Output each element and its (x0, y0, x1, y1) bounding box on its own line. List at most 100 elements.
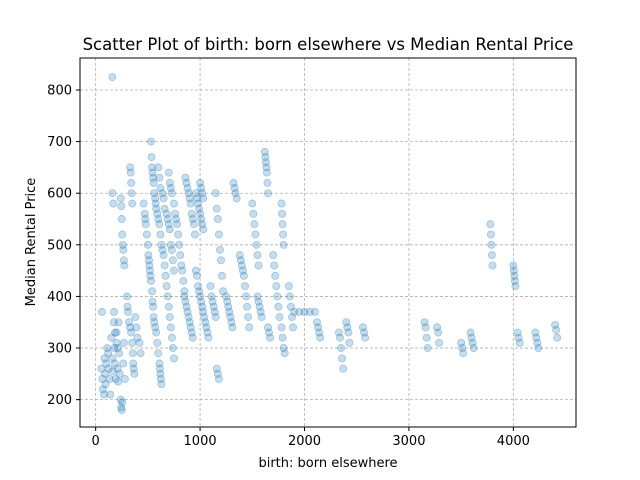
data-point (117, 403, 126, 412)
data-point (266, 333, 275, 342)
data-point (157, 380, 166, 389)
data-point (97, 307, 106, 316)
data-point (108, 189, 117, 198)
data-point (280, 349, 289, 358)
data-point (136, 349, 145, 358)
data-point (212, 364, 221, 373)
data-point (511, 282, 520, 291)
data-point (167, 333, 176, 342)
data-point (120, 375, 129, 384)
data-point (253, 251, 262, 260)
data-point (165, 178, 174, 187)
data-point (487, 251, 496, 260)
data-point (423, 344, 432, 353)
data-point (228, 323, 237, 332)
data-point (215, 245, 224, 254)
x-tick-label: 4000 (497, 434, 530, 449)
data-point (98, 375, 107, 384)
data-point (163, 292, 172, 301)
data-point (222, 292, 231, 301)
data-point (420, 318, 429, 327)
data-point (422, 333, 431, 342)
data-point (182, 178, 191, 187)
data-point (487, 240, 496, 249)
data-point (193, 282, 202, 291)
data-point (278, 333, 287, 342)
data-point (118, 398, 127, 407)
data-point (187, 209, 196, 218)
data-point (180, 287, 189, 296)
data-point (199, 225, 208, 234)
data-point (192, 194, 201, 203)
data-point (230, 184, 239, 193)
data-point (249, 209, 258, 218)
data-point (145, 261, 154, 270)
data-point (254, 261, 263, 270)
data-point (114, 318, 123, 327)
data-point (468, 338, 477, 347)
data-point (131, 313, 140, 322)
data-point (510, 271, 519, 280)
data-point (192, 271, 201, 280)
data-point (118, 230, 127, 239)
data-point (117, 202, 126, 211)
data-point (150, 189, 159, 198)
data-point (174, 230, 183, 239)
data-point (262, 163, 271, 172)
data-point (202, 323, 211, 332)
data-point (108, 73, 117, 82)
data-point (243, 302, 252, 311)
data-point (236, 256, 245, 265)
data-point (143, 240, 152, 249)
data-point (315, 328, 324, 337)
data-point (120, 261, 129, 270)
data-point (260, 147, 269, 156)
data-point (244, 313, 253, 322)
data-point (486, 220, 495, 229)
data-point (190, 230, 199, 239)
data-point (300, 307, 309, 316)
data-point (119, 359, 128, 368)
data-point (115, 349, 124, 358)
data-point (102, 359, 111, 368)
data-point (552, 325, 561, 334)
data-point (149, 313, 158, 322)
y-tick-label: 200 (47, 393, 72, 408)
data-point (284, 282, 293, 291)
data-point (129, 359, 138, 368)
data-point (210, 307, 219, 316)
data-point (235, 251, 244, 260)
data-point (253, 292, 262, 301)
data-point (358, 323, 367, 332)
data-point (196, 292, 205, 301)
data-point (181, 297, 190, 306)
data-point (142, 230, 151, 239)
data-point (97, 364, 106, 373)
data-point (146, 271, 155, 280)
data-point (434, 328, 443, 337)
data-point (155, 173, 164, 182)
data-point (226, 313, 235, 322)
data-point (128, 199, 137, 208)
data-point (122, 292, 131, 301)
data-point (286, 302, 295, 311)
data-point (132, 323, 141, 332)
data-point (271, 271, 280, 280)
data-point (112, 338, 121, 347)
data-point (158, 189, 167, 198)
data-point (206, 282, 215, 291)
data-point (128, 338, 137, 347)
y-axis-ticks: 200 300 400 500 600 700 800 (47, 83, 80, 408)
data-point (147, 137, 156, 146)
data-point (148, 163, 157, 172)
data-point (157, 240, 166, 249)
data-point (457, 338, 466, 347)
data-point (197, 215, 206, 224)
data-point (488, 261, 497, 270)
data-point (343, 323, 352, 332)
data-point (126, 323, 135, 332)
data-point (338, 354, 347, 363)
data-point (275, 313, 284, 322)
data-point (345, 338, 354, 347)
data-point (116, 194, 125, 203)
